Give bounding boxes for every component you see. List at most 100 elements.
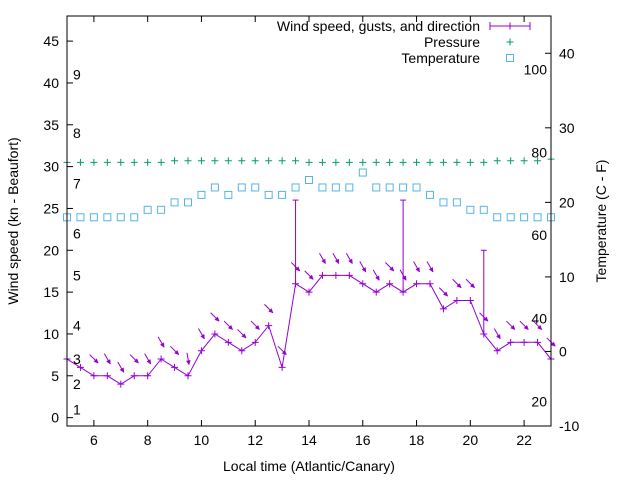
y-tick-label: 30 xyxy=(43,159,59,175)
beaufort-label: 7 xyxy=(73,175,81,191)
plot-content xyxy=(63,155,556,388)
pressure-point xyxy=(251,157,259,165)
wind-arrow-head xyxy=(146,359,151,365)
wind-speed-point xyxy=(399,288,407,296)
wind-arrow-head xyxy=(133,358,139,364)
pressure-point xyxy=(386,158,394,166)
temperature-point xyxy=(493,213,502,222)
temperature-point xyxy=(184,198,192,207)
legend-swatch-wind-mark xyxy=(506,22,514,30)
x-tick-label: 14 xyxy=(301,432,317,448)
pressure-point xyxy=(265,157,273,165)
y-tick-label: 25 xyxy=(43,200,59,216)
legend-entry-pressure: Pressure xyxy=(424,34,480,50)
wind-speed-point xyxy=(453,296,461,304)
pressure-point xyxy=(157,158,165,166)
temperature-point xyxy=(331,183,340,192)
temperature-point xyxy=(224,190,233,199)
pressure-point xyxy=(520,157,528,165)
wind-speed-point xyxy=(211,330,219,338)
pressure-point xyxy=(399,158,407,166)
temperature-point xyxy=(197,190,206,199)
wind-speed-point xyxy=(466,296,474,304)
wind-direction-arrow xyxy=(89,354,99,364)
beaufort-label: 1 xyxy=(73,401,81,417)
beaufort-label: 9 xyxy=(73,67,81,83)
wind-direction-arrow xyxy=(399,269,407,281)
pressure-point xyxy=(278,157,286,165)
wind-direction-arrow xyxy=(372,269,380,281)
temperature-point xyxy=(116,213,125,222)
wind-direction-arrow xyxy=(185,352,191,366)
wind-speed-point xyxy=(171,363,179,371)
y-tick-label: 0 xyxy=(51,410,59,426)
wind-direction-arrow xyxy=(237,329,247,339)
pressure-point xyxy=(184,157,192,165)
fahrenheit-label: 20 xyxy=(531,393,547,409)
wind-direction-arrow xyxy=(479,312,489,322)
wind-arrow-head xyxy=(281,349,287,356)
pressure-point xyxy=(507,157,515,165)
wind-arrow-head xyxy=(159,342,165,348)
pressure-point xyxy=(318,158,326,166)
wind-speed-point xyxy=(130,372,138,380)
y2-axis-label: Temperature (C - F) xyxy=(593,160,609,283)
temperature-point xyxy=(76,213,85,222)
pressure-point xyxy=(332,158,340,166)
wind-direction-arrow xyxy=(319,252,326,265)
wind-arrow-head xyxy=(200,333,205,340)
wind-speed-point xyxy=(265,322,273,330)
pressure-point xyxy=(466,158,474,166)
wind-arrow-head xyxy=(550,341,556,347)
pressure-point xyxy=(305,158,313,166)
pressure-point xyxy=(224,157,232,165)
wind-speed-point xyxy=(345,271,353,279)
y-tick-label: 10 xyxy=(43,326,59,342)
wind-arrow-head xyxy=(442,291,449,297)
pressure-point xyxy=(534,157,542,165)
temperature-point xyxy=(305,176,313,184)
wind-direction-arrow xyxy=(250,320,260,330)
wind-arrow-head xyxy=(308,274,314,280)
wind-arrow-head xyxy=(401,275,407,281)
wind-arrow-head xyxy=(268,308,274,314)
wind-arrow-head xyxy=(185,360,191,366)
wind-speed-point xyxy=(238,347,246,355)
temperature-point xyxy=(399,183,408,192)
legend: Wind speed, gusts, and directionPressure… xyxy=(277,18,531,66)
wind-direction-arrow xyxy=(332,252,340,265)
wind-speed-point xyxy=(224,338,232,346)
temperature-point xyxy=(264,190,273,199)
pressure-point xyxy=(480,158,488,166)
wind-speed-point xyxy=(520,338,528,346)
wind-speed-point xyxy=(480,330,488,338)
wind-speed-point xyxy=(292,280,300,288)
pressure-point xyxy=(117,158,125,166)
temperature-point xyxy=(318,183,327,192)
wind-speed-point xyxy=(184,372,192,380)
pressure-point xyxy=(292,157,300,165)
wind-speed-point xyxy=(144,372,152,380)
temperature-point xyxy=(385,183,394,192)
pressure-point xyxy=(413,158,421,166)
x-tick-label: 20 xyxy=(463,432,479,448)
y-tick-label: 35 xyxy=(43,117,59,133)
wind-direction-arrow xyxy=(506,320,516,330)
wind-direction-arrow xyxy=(304,270,314,280)
wind-arrow-head xyxy=(227,324,233,330)
wind-speed-point xyxy=(359,280,367,288)
y2-tick-label: 20 xyxy=(559,194,575,210)
wind-speed-point xyxy=(318,271,326,279)
wind-direction-arrow xyxy=(385,262,395,272)
wind-arrow-head xyxy=(93,358,99,364)
wind-arrow-head xyxy=(523,324,529,330)
x-tick-label: 18 xyxy=(409,432,425,448)
y2-tick-label: 0 xyxy=(559,343,567,359)
wind-speed-point xyxy=(439,305,447,313)
wind-speed-point xyxy=(90,372,98,380)
pressure-point xyxy=(144,158,152,166)
x-axis-label: Local time (Atlantic/Canary) xyxy=(223,458,395,474)
wind-arrow-head xyxy=(389,266,395,272)
temperature-point xyxy=(278,190,287,199)
